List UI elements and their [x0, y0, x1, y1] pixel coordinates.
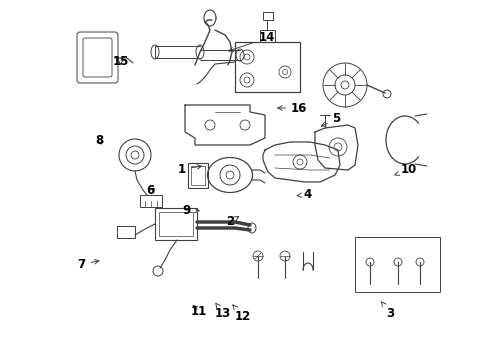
Bar [263, 12, 272, 20]
Bar [191, 166, 204, 185]
Text: 12: 12 [232, 305, 250, 323]
Bar [235, 42, 299, 92]
Text: 6: 6 [146, 184, 155, 197]
Text: 3: 3 [381, 302, 394, 320]
Text: 9: 9 [182, 204, 199, 217]
Text: 10: 10 [394, 163, 416, 176]
Bar [155, 208, 197, 240]
Bar [117, 226, 135, 238]
Bar [159, 212, 193, 236]
Text: 7: 7 [77, 258, 99, 271]
Bar [140, 195, 162, 207]
Text: 14: 14 [228, 31, 275, 51]
Text: 16: 16 [277, 102, 306, 114]
Bar [260, 30, 274, 42]
Bar [187, 163, 207, 188]
Text: 8: 8 [95, 134, 103, 147]
Bar [354, 237, 439, 292]
Text: 2: 2 [226, 215, 238, 228]
Text: 11: 11 [190, 305, 206, 318]
Text: 15: 15 [112, 55, 128, 68]
Text: 13: 13 [215, 303, 231, 320]
Text: 1: 1 [177, 163, 201, 176]
Text: 5: 5 [321, 112, 340, 126]
Text: 4: 4 [297, 188, 311, 201]
